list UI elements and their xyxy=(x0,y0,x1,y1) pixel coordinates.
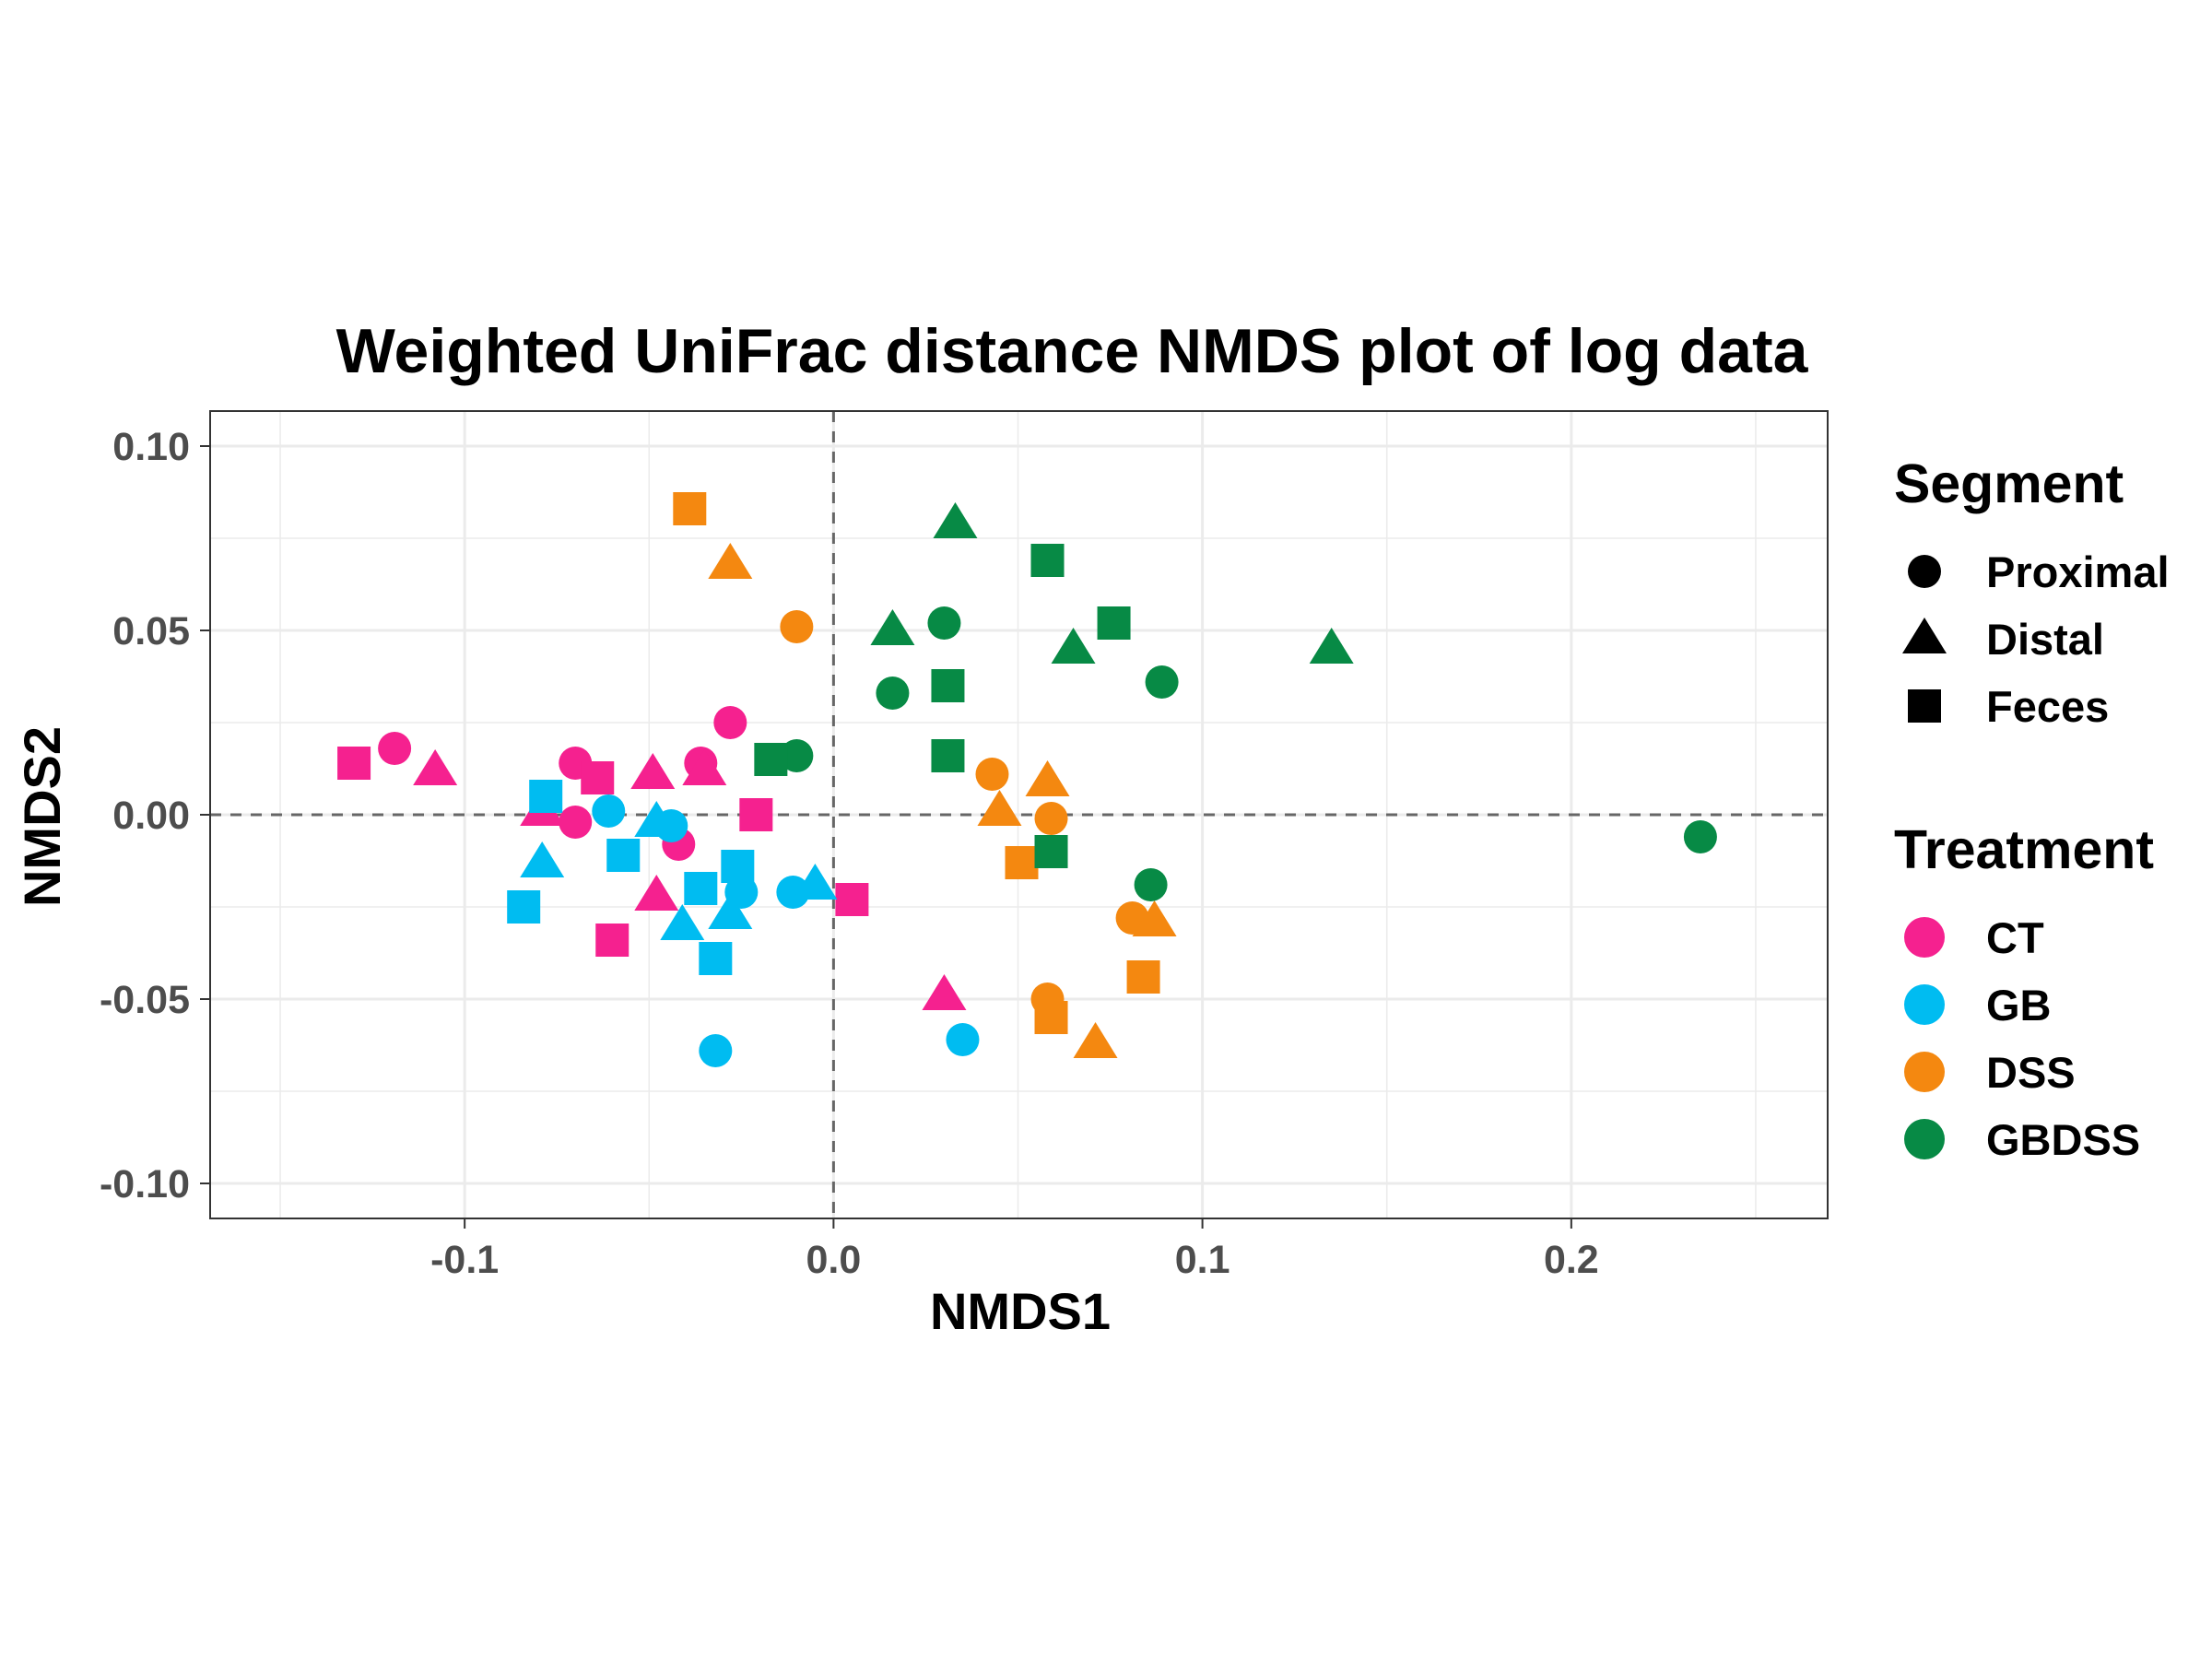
data-point-ct-distal xyxy=(413,749,458,785)
data-point-dss-feces xyxy=(1005,846,1039,879)
data-point-gbdss-feces xyxy=(931,739,965,772)
legend-key-gbdss xyxy=(1904,1119,1945,1159)
data-point-ct-feces xyxy=(581,761,615,794)
x-axis-ticks: -0.1 0.0 0.1 0.2 xyxy=(430,1218,1599,1282)
data-point-ct-distal xyxy=(634,875,679,911)
data-point-gbdss-proximal xyxy=(780,739,814,772)
legend-label-proximal: Proximal xyxy=(1986,547,2170,596)
y-tick-label: -0.10 xyxy=(100,1162,190,1206)
data-point-gb-feces xyxy=(684,872,718,905)
data-point-ct-distal xyxy=(682,749,727,785)
data-point-ct-feces xyxy=(595,924,629,957)
data-point-dss-distal xyxy=(977,790,1022,826)
x-tick-label: 0.1 xyxy=(1175,1238,1230,1282)
data-point-dss-distal xyxy=(1073,1022,1118,1058)
data-point-dss-distal xyxy=(708,543,753,579)
legend-treatment-title: Treatment xyxy=(1894,819,2154,880)
legend-label-gb: GB xyxy=(1986,981,2052,1030)
legend-label-feces: Feces xyxy=(1986,682,2109,731)
data-point-gb-feces xyxy=(721,850,755,883)
y-axis-title: NMDS2 xyxy=(13,726,71,907)
legend-key-gb xyxy=(1904,984,1945,1025)
data-point-gbdss-distal xyxy=(933,502,978,538)
data-point-gb-feces xyxy=(699,942,733,975)
data-point-gb-distal xyxy=(634,801,679,837)
data-point-gbdss-distal xyxy=(1309,628,1354,664)
legend: Segment Proximal Distal Feces Treatment CT… xyxy=(1894,453,2170,1164)
legend-key-dss xyxy=(1904,1052,1945,1092)
data-point-dss-feces xyxy=(1126,960,1160,994)
y-tick-label: 0.10 xyxy=(112,425,190,469)
legend-key-distal xyxy=(1902,618,1947,653)
legend-key-feces xyxy=(1908,689,1941,723)
data-point-dss-distal xyxy=(1025,760,1070,796)
x-tick-label: 0.0 xyxy=(806,1238,861,1282)
data-point-gbdss-distal xyxy=(1051,628,1096,664)
data-point-gb-feces xyxy=(529,780,563,813)
legend-label-ct: CT xyxy=(1986,913,2044,962)
data-point-dss-distal xyxy=(1132,900,1177,936)
legend-label-dss: DSS xyxy=(1986,1048,2076,1097)
data-point-gb-proximal xyxy=(946,1023,980,1056)
data-point-ct-feces xyxy=(337,747,371,780)
data-point-gbdss-feces xyxy=(931,669,965,702)
data-points xyxy=(337,492,1717,1067)
data-point-dss-proximal xyxy=(975,758,1009,791)
data-point-gb-distal xyxy=(660,904,705,940)
data-point-gb-proximal xyxy=(592,794,626,828)
y-tick-label: -0.05 xyxy=(100,978,190,1022)
data-point-gb-feces xyxy=(507,890,541,924)
data-point-ct-feces xyxy=(835,883,869,916)
data-point-gbdss-feces xyxy=(754,743,788,776)
y-tick-label: 0.05 xyxy=(112,609,190,653)
data-point-ct-feces xyxy=(739,798,773,831)
data-point-gbdss-distal xyxy=(870,609,915,645)
data-point-gbdss-feces xyxy=(1034,835,1068,868)
data-point-gbdss-feces xyxy=(1030,544,1065,577)
legend-key-proximal xyxy=(1908,555,1941,588)
data-point-gb-distal xyxy=(708,893,753,929)
data-point-gb-proximal xyxy=(699,1034,733,1067)
data-point-ct-proximal xyxy=(713,706,747,739)
x-axis-title: NMDS1 xyxy=(930,1282,1111,1340)
data-point-ct-distal xyxy=(922,974,967,1010)
data-point-ct-proximal xyxy=(378,732,412,765)
y-axis-ticks: 0.10 0.05 0.00 -0.05 -0.10 xyxy=(100,425,210,1206)
legend-key-ct xyxy=(1904,917,1945,958)
data-point-gbdss-proximal xyxy=(876,677,910,710)
data-point-dss-feces xyxy=(673,492,707,525)
legend-label-gbdss: GBDSS xyxy=(1986,1115,2140,1164)
legend-label-distal: Distal xyxy=(1986,615,2104,664)
data-point-ct-proximal xyxy=(559,806,593,839)
data-point-gb-distal xyxy=(520,841,565,877)
reference-lines xyxy=(210,411,1828,1218)
data-point-dss-proximal xyxy=(780,610,814,643)
data-point-dss-feces xyxy=(1034,1001,1068,1034)
legend-segment-title: Segment xyxy=(1894,453,2124,514)
chart-title: Weighted UniFrac distance NMDS plot of l… xyxy=(336,316,1809,386)
data-point-dss-proximal xyxy=(1034,802,1068,835)
data-point-gb-distal xyxy=(793,864,838,900)
x-tick-label: -0.1 xyxy=(430,1238,499,1282)
data-point-gbdss-proximal xyxy=(927,606,961,640)
x-tick-label: 0.2 xyxy=(1544,1238,1599,1282)
legend-segment-items: Proximal Distal Feces xyxy=(1902,547,2170,731)
data-point-gbdss-proximal xyxy=(1145,665,1179,699)
data-point-gbdss-feces xyxy=(1097,606,1131,640)
data-point-gb-proximal xyxy=(776,876,810,909)
data-point-gbdss-proximal xyxy=(1683,820,1717,853)
data-point-gb-feces xyxy=(606,839,641,872)
data-point-gbdss-proximal xyxy=(1134,868,1168,901)
data-point-ct-distal xyxy=(630,753,676,789)
y-tick-label: 0.00 xyxy=(112,794,190,838)
